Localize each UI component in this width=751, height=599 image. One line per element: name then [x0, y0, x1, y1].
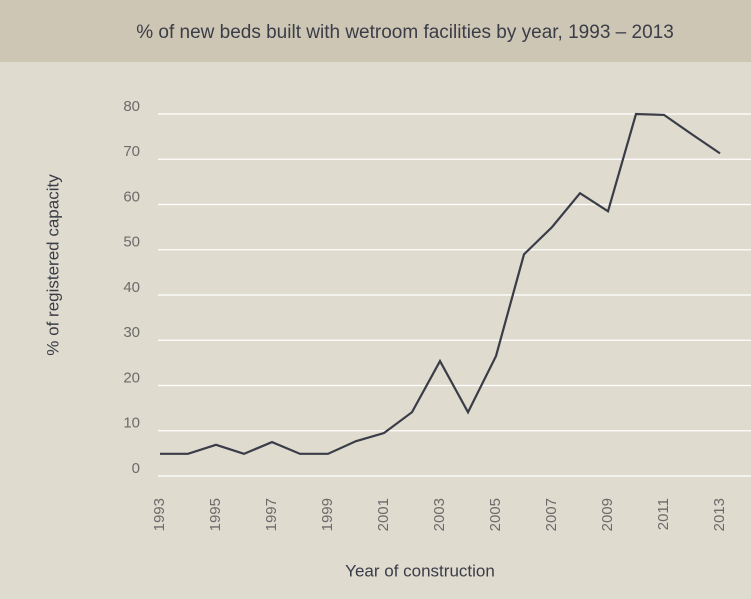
x-tick-label: 1993	[151, 498, 168, 531]
y-tick-label: 60	[123, 188, 140, 205]
y-axis-title: % of registered capacity	[43, 174, 62, 356]
y-tick-label: 20	[123, 369, 140, 386]
x-tick-label: 1999	[319, 498, 336, 531]
y-tick-label: 30	[123, 324, 140, 341]
y-tick-label: 0	[132, 460, 140, 477]
x-tick-label: 2001	[375, 498, 392, 531]
title-bar	[0, 0, 751, 62]
chart-title: % of new beds built with wetroom facilit…	[136, 22, 674, 43]
x-tick-label: 2013	[711, 498, 728, 531]
x-tick-label: 2007	[543, 498, 560, 531]
x-axis-title: Year of construction	[345, 561, 495, 580]
y-tick-label: 40	[123, 279, 140, 296]
x-tick-label: 2011	[655, 498, 672, 530]
x-tick-label: 1995	[207, 498, 224, 531]
y-tick-label: 50	[123, 234, 140, 251]
x-tick-label: 2005	[487, 498, 504, 531]
y-tick-label: 80	[123, 98, 140, 115]
y-tick-label: 70	[123, 143, 140, 160]
x-tick-label: 2009	[599, 498, 616, 531]
data-line	[160, 112, 721, 456]
x-tick-label: 2003	[431, 498, 448, 531]
y-tick-label: 10	[123, 415, 140, 432]
x-tick-label: 1997	[263, 498, 280, 531]
